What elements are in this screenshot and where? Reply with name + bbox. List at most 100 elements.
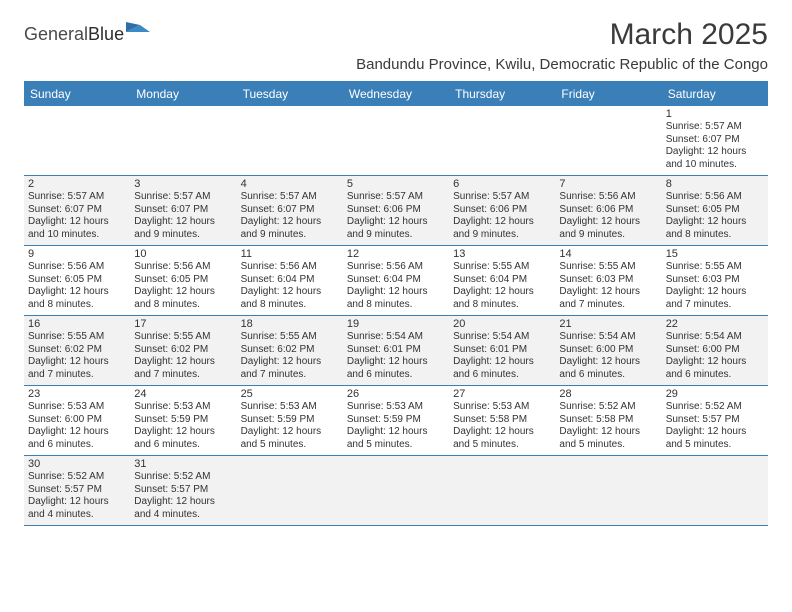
- day-detail-line: and 6 minutes.: [453, 369, 551, 382]
- calendar-day-cell: 3Sunrise: 5:57 AMSunset: 6:07 PMDaylight…: [130, 176, 236, 245]
- day-detail-line: Sunset: 6:01 PM: [347, 344, 445, 357]
- brand-part1: General: [24, 24, 88, 44]
- day-detail-line: Daylight: 12 hours: [134, 216, 232, 229]
- calendar-table: SundayMondayTuesdayWednesdayThursdayFrid…: [24, 81, 768, 526]
- day-detail-line: Daylight: 12 hours: [241, 426, 339, 439]
- calendar-day-cell: 16Sunrise: 5:55 AMSunset: 6:02 PMDayligh…: [24, 316, 130, 385]
- brand-part2: Blue: [88, 24, 124, 44]
- day-number: 28: [559, 388, 657, 400]
- calendar-day-cell: [662, 456, 768, 525]
- day-of-week-header: Monday: [130, 83, 236, 106]
- day-number: 11: [241, 248, 339, 260]
- calendar-day-cell: 1Sunrise: 5:57 AMSunset: 6:07 PMDaylight…: [662, 106, 768, 175]
- calendar-day-cell: 11Sunrise: 5:56 AMSunset: 6:04 PMDayligh…: [237, 246, 343, 315]
- day-detail-line: Sunrise: 5:54 AM: [347, 331, 445, 344]
- day-detail-line: and 7 minutes.: [28, 369, 126, 382]
- day-number: 15: [666, 248, 764, 260]
- day-detail-line: and 7 minutes.: [241, 369, 339, 382]
- day-detail-line: and 6 minutes.: [134, 439, 232, 452]
- day-detail-line: Sunrise: 5:54 AM: [666, 331, 764, 344]
- day-detail-line: and 8 minutes.: [666, 229, 764, 242]
- day-detail-line: Daylight: 12 hours: [134, 496, 232, 509]
- day-detail-line: Sunset: 6:05 PM: [28, 274, 126, 287]
- day-detail-line: Sunrise: 5:53 AM: [28, 401, 126, 414]
- calendar-day-cell: 10Sunrise: 5:56 AMSunset: 6:05 PMDayligh…: [130, 246, 236, 315]
- day-number: 6: [453, 178, 551, 190]
- day-detail-line: Sunset: 6:07 PM: [666, 134, 764, 147]
- day-detail-line: Sunset: 6:06 PM: [453, 204, 551, 217]
- day-detail-line: and 8 minutes.: [347, 299, 445, 312]
- day-detail-line: Sunrise: 5:55 AM: [559, 261, 657, 274]
- day-detail-line: Sunset: 6:06 PM: [559, 204, 657, 217]
- day-detail-line: and 4 minutes.: [28, 509, 126, 522]
- day-detail-line: Sunrise: 5:57 AM: [453, 191, 551, 204]
- day-number: 8: [666, 178, 764, 190]
- day-number: 1: [666, 108, 764, 120]
- day-detail-line: Daylight: 12 hours: [28, 356, 126, 369]
- day-detail-line: Daylight: 12 hours: [134, 286, 232, 299]
- day-detail-line: and 5 minutes.: [347, 439, 445, 452]
- day-number: 24: [134, 388, 232, 400]
- calendar-day-cell: 29Sunrise: 5:52 AMSunset: 5:57 PMDayligh…: [662, 386, 768, 455]
- calendar-page: GeneralBlue March 2025 Bandundu Province…: [0, 0, 792, 526]
- day-detail-line: Sunrise: 5:57 AM: [28, 191, 126, 204]
- calendar-day-cell: [130, 106, 236, 175]
- day-detail-line: Daylight: 12 hours: [666, 146, 764, 159]
- day-detail-line: Sunset: 5:58 PM: [559, 414, 657, 427]
- day-detail-line: Sunset: 6:00 PM: [559, 344, 657, 357]
- day-detail-line: Daylight: 12 hours: [241, 216, 339, 229]
- day-detail-line: Sunset: 6:03 PM: [666, 274, 764, 287]
- day-detail-line: Sunset: 6:07 PM: [241, 204, 339, 217]
- day-of-week-header: Sunday: [24, 83, 130, 106]
- calendar-day-cell: [449, 106, 555, 175]
- day-number: 18: [241, 318, 339, 330]
- calendar-day-cell: 7Sunrise: 5:56 AMSunset: 6:06 PMDaylight…: [555, 176, 661, 245]
- calendar-day-cell: 26Sunrise: 5:53 AMSunset: 5:59 PMDayligh…: [343, 386, 449, 455]
- day-number: 3: [134, 178, 232, 190]
- day-detail-line: and 7 minutes.: [559, 299, 657, 312]
- day-detail-line: Sunset: 5:57 PM: [666, 414, 764, 427]
- day-detail-line: and 5 minutes.: [666, 439, 764, 452]
- day-number: 2: [28, 178, 126, 190]
- day-detail-line: Sunrise: 5:52 AM: [28, 471, 126, 484]
- day-detail-line: and 7 minutes.: [666, 299, 764, 312]
- day-detail-line: Sunrise: 5:56 AM: [666, 191, 764, 204]
- brand-logo: GeneralBlue: [24, 24, 152, 45]
- day-detail-line: and 10 minutes.: [28, 229, 126, 242]
- day-number: 30: [28, 458, 126, 470]
- brand-flag-icon: [126, 18, 152, 39]
- brand-text: GeneralBlue: [24, 24, 124, 45]
- day-detail-line: Daylight: 12 hours: [453, 286, 551, 299]
- day-detail-line: Sunrise: 5:56 AM: [347, 261, 445, 274]
- day-detail-line: Daylight: 12 hours: [559, 426, 657, 439]
- day-number: 16: [28, 318, 126, 330]
- calendar-day-cell: [555, 456, 661, 525]
- day-detail-line: Daylight: 12 hours: [559, 216, 657, 229]
- day-detail-line: and 5 minutes.: [453, 439, 551, 452]
- day-detail-line: Daylight: 12 hours: [559, 286, 657, 299]
- day-detail-line: Sunrise: 5:55 AM: [453, 261, 551, 274]
- calendar-week-row: 2Sunrise: 5:57 AMSunset: 6:07 PMDaylight…: [24, 176, 768, 246]
- day-number: 29: [666, 388, 764, 400]
- day-detail-line: Sunrise: 5:54 AM: [559, 331, 657, 344]
- day-detail-line: Sunrise: 5:52 AM: [559, 401, 657, 414]
- day-detail-line: Sunset: 5:57 PM: [134, 484, 232, 497]
- calendar-day-cell: 27Sunrise: 5:53 AMSunset: 5:58 PMDayligh…: [449, 386, 555, 455]
- calendar-day-cell: 17Sunrise: 5:55 AMSunset: 6:02 PMDayligh…: [130, 316, 236, 385]
- day-detail-line: Sunset: 5:59 PM: [134, 414, 232, 427]
- day-detail-line: Daylight: 12 hours: [134, 426, 232, 439]
- day-detail-line: and 9 minutes.: [241, 229, 339, 242]
- calendar-day-cell: [237, 456, 343, 525]
- calendar-day-cell: 5Sunrise: 5:57 AMSunset: 6:06 PMDaylight…: [343, 176, 449, 245]
- day-number: 27: [453, 388, 551, 400]
- day-detail-line: Sunrise: 5:55 AM: [134, 331, 232, 344]
- day-number: 9: [28, 248, 126, 260]
- day-detail-line: Daylight: 12 hours: [347, 216, 445, 229]
- day-detail-line: Sunrise: 5:55 AM: [666, 261, 764, 274]
- day-detail-line: Daylight: 12 hours: [134, 356, 232, 369]
- day-detail-line: and 4 minutes.: [134, 509, 232, 522]
- calendar-week-row: 23Sunrise: 5:53 AMSunset: 6:00 PMDayligh…: [24, 386, 768, 456]
- calendar-day-cell: 25Sunrise: 5:53 AMSunset: 5:59 PMDayligh…: [237, 386, 343, 455]
- day-detail-line: and 9 minutes.: [559, 229, 657, 242]
- month-title: March 2025: [356, 18, 768, 52]
